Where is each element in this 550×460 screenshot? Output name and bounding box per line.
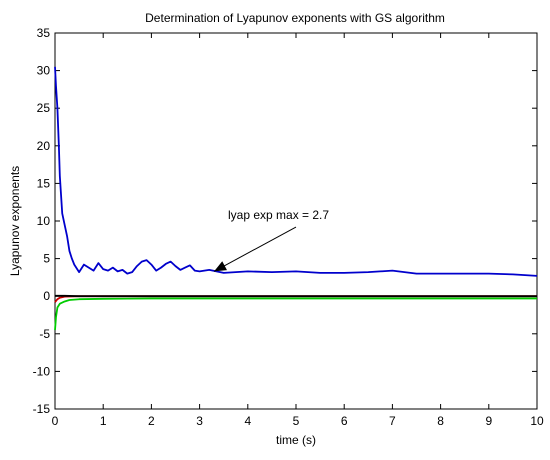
y-axis-title: Lyapunov exponents <box>8 166 22 276</box>
y-tick-label: 30 <box>37 64 51 78</box>
annotation-arrow-head <box>214 261 227 272</box>
x-tick-label: 4 <box>244 414 251 428</box>
chart-title: Determination of Lyapunov exponents with… <box>145 11 445 25</box>
y-tick-label: -10 <box>33 364 51 378</box>
x-tick-label: 9 <box>485 414 492 428</box>
y-tick-label: 10 <box>37 214 51 228</box>
x-tick-label: 10 <box>530 414 544 428</box>
series-lines <box>54 66 538 331</box>
x-tick-label: 8 <box>437 414 444 428</box>
y-axis-ticks: -15 -10 -5 0 5 10 15 20 25 30 35 <box>33 26 537 416</box>
y-tick-label: -15 <box>33 402 51 416</box>
axes-box <box>54 32 538 410</box>
x-tick-label: 7 <box>389 414 396 428</box>
x-axis-ticks: 0 1 2 3 4 5 6 7 8 9 10 <box>52 33 544 428</box>
blue-exponent-line <box>54 66 538 277</box>
plot-area <box>54 32 538 410</box>
y-tick-label: 35 <box>37 26 51 40</box>
green-exponent-line <box>54 297 537 331</box>
y-tick-label: -5 <box>39 327 50 341</box>
y-tick-label: 25 <box>37 101 51 115</box>
y-tick-label: 15 <box>37 176 51 190</box>
x-tick-label: 0 <box>52 414 59 428</box>
x-tick-label: 2 <box>148 414 155 428</box>
annotation-arrow-line <box>213 226 297 272</box>
x-tick-label: 5 <box>293 414 300 428</box>
y-tick-label: 5 <box>43 252 50 266</box>
x-tick-label: 6 <box>341 414 348 428</box>
y-tick-label: 20 <box>37 139 51 153</box>
annotation-label: lyap exp max = 2.7 <box>228 208 329 222</box>
y-tick-label: 0 <box>43 289 50 303</box>
x-tick-label: 3 <box>196 414 203 428</box>
x-tick-label: 1 <box>100 414 107 428</box>
x-axis-title: time (s) <box>276 433 316 447</box>
annotation: lyap exp max = 2.7 <box>213 208 329 272</box>
